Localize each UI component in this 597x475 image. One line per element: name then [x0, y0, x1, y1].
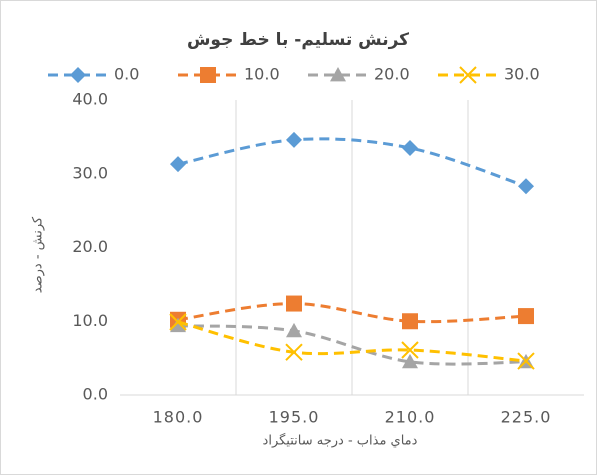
legend-marker	[330, 67, 346, 82]
marker	[170, 156, 186, 173]
y-tick-label: 10.0	[72, 311, 108, 330]
x-tick-label: 180.0	[153, 408, 204, 427]
y-axis-label: کرنش - درصد	[31, 216, 46, 293]
marker	[169, 313, 187, 331]
marker	[518, 308, 534, 325]
legend-marker	[459, 66, 477, 84]
legend-label: 30.0	[504, 65, 540, 84]
y-tick-label: 0.0	[83, 385, 108, 404]
legend-label: 10.0	[244, 65, 280, 84]
marker	[170, 317, 186, 333]
x-axis-label: دماي مذاب - درجه سانتيگراد	[263, 433, 418, 449]
marker	[286, 322, 302, 338]
legend-label: 20.0	[374, 65, 410, 84]
y-tick-label: 40.0	[72, 90, 108, 109]
marker	[517, 352, 535, 370]
series-line	[177, 320, 527, 363]
legend-marker	[200, 67, 216, 83]
marker	[402, 313, 418, 330]
series-line	[177, 302, 527, 324]
legend-label: 0.0	[114, 65, 139, 84]
y-tick-label: 30.0	[72, 163, 108, 182]
x-tick-label: 225.0	[501, 408, 552, 427]
marker	[286, 131, 302, 148]
marker	[402, 139, 418, 156]
marker	[286, 295, 302, 312]
legend-marker	[70, 67, 86, 83]
series-line	[177, 324, 527, 366]
x-tick-label: 195.0	[269, 408, 320, 427]
marker	[401, 341, 419, 359]
marker	[285, 343, 303, 361]
y-tick-label: 20.0	[72, 237, 108, 256]
marker	[518, 178, 534, 195]
marker	[402, 353, 418, 369]
series-line	[177, 137, 527, 188]
x-tick-label: 210.0	[385, 408, 436, 427]
chart-title: کرنش تسلیم- با خط جوش	[187, 30, 409, 50]
